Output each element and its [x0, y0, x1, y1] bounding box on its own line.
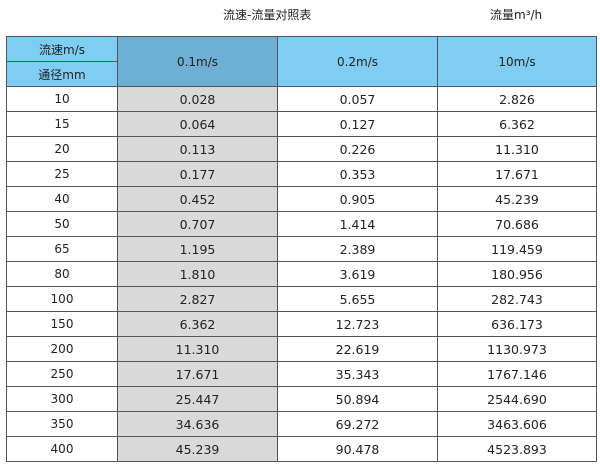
- flow-cell[interactable]: 0.905: [277, 186, 438, 212]
- flow-cell[interactable]: 6.362: [437, 111, 597, 137]
- table-row: 350 34.636 69.272 3463.606: [6, 411, 597, 437]
- flow-cell[interactable]: 0.028: [117, 86, 278, 112]
- flow-cell[interactable]: 17.671: [117, 361, 278, 387]
- diameter-cell[interactable]: 65: [6, 236, 118, 262]
- table-row: 250 17.671 35.343 1767.146: [6, 361, 597, 387]
- flow-cell[interactable]: 6.362: [117, 311, 278, 337]
- diameter-cell[interactable]: 150: [6, 311, 118, 337]
- diameter-cell[interactable]: 20: [6, 136, 118, 162]
- table-row: 400 45.239 90.478 4523.893: [6, 436, 597, 462]
- header-diameter-label: 通径mm: [6, 61, 118, 87]
- flow-cell[interactable]: 22.619: [277, 336, 438, 362]
- flow-cell[interactable]: 0.452: [117, 186, 278, 212]
- table-row: 50 0.707 1.414 70.686: [6, 211, 597, 237]
- table-title: 流速-流量对照表: [223, 8, 312, 22]
- diameter-cell[interactable]: 200: [6, 336, 118, 362]
- flow-cell[interactable]: 0.707: [117, 211, 278, 237]
- diameter-cell[interactable]: 10: [6, 86, 118, 112]
- flow-cell[interactable]: 2544.690: [437, 386, 597, 412]
- flow-cell[interactable]: 0.226: [277, 136, 438, 162]
- flow-cell[interactable]: 3.619: [277, 261, 438, 287]
- flow-cell[interactable]: 636.173: [437, 311, 597, 337]
- flow-cell[interactable]: 119.459: [437, 236, 597, 262]
- table-row: 200 11.310 22.619 1130.973: [6, 336, 597, 362]
- column-header[interactable]: 0.1m/s: [117, 36, 278, 87]
- diameter-cell[interactable]: 40: [6, 186, 118, 212]
- flow-cell[interactable]: 0.064: [117, 111, 278, 137]
- table-row: 25 0.177 0.353 17.671: [6, 161, 597, 187]
- diameter-cell[interactable]: 250: [6, 361, 118, 387]
- column-header[interactable]: 0.2m/s: [277, 36, 438, 87]
- table-row: 300 25.447 50.894 2544.690: [6, 386, 597, 412]
- diameter-cell[interactable]: 350: [6, 411, 118, 437]
- flow-cell[interactable]: 2.826: [437, 86, 597, 112]
- flow-cell[interactable]: 0.113: [117, 136, 278, 162]
- flow-cell[interactable]: 0.177: [117, 161, 278, 187]
- flow-cell[interactable]: 1.195: [117, 236, 278, 262]
- flow-cell[interactable]: 3463.606: [437, 411, 597, 437]
- flow-cell[interactable]: 0.127: [277, 111, 438, 137]
- diameter-cell[interactable]: 300: [6, 386, 118, 412]
- flow-cell[interactable]: 45.239: [117, 436, 278, 462]
- flow-cell[interactable]: 1767.146: [437, 361, 597, 387]
- table-row: 15 0.064 0.127 6.362: [6, 111, 597, 137]
- flow-cell[interactable]: 11.310: [117, 336, 278, 362]
- flow-cell[interactable]: 0.057: [277, 86, 438, 112]
- column-header[interactable]: 10m/s: [437, 36, 597, 87]
- flow-cell[interactable]: 11.310: [437, 136, 597, 162]
- table-row: 65 1.195 2.389 119.459: [6, 236, 597, 262]
- table-row: 80 1.810 3.619 180.956: [6, 261, 597, 287]
- flow-cell[interactable]: 1.414: [277, 211, 438, 237]
- diameter-cell[interactable]: 400: [6, 436, 118, 462]
- diameter-cell[interactable]: 80: [6, 261, 118, 287]
- flow-cell[interactable]: 25.447: [117, 386, 278, 412]
- flow-cell[interactable]: 69.272: [277, 411, 438, 437]
- flow-cell[interactable]: 35.343: [277, 361, 438, 387]
- flow-cell[interactable]: 12.723: [277, 311, 438, 337]
- flow-cell[interactable]: 17.671: [437, 161, 597, 187]
- diameter-cell[interactable]: 100: [6, 286, 118, 312]
- unit-label: 流量m³/h: [490, 8, 543, 22]
- flow-cell[interactable]: 1.810: [117, 261, 278, 287]
- diameter-cell[interactable]: 25: [6, 161, 118, 187]
- diameter-cell[interactable]: 50: [6, 211, 118, 237]
- flow-cell[interactable]: 90.478: [277, 436, 438, 462]
- flow-cell[interactable]: 4523.893: [437, 436, 597, 462]
- table-row: 100 2.827 5.655 282.743: [6, 286, 597, 312]
- table-row: 20 0.113 0.226 11.310: [6, 136, 597, 162]
- table-row: 40 0.452 0.905 45.239: [6, 186, 597, 212]
- table-row: 10 0.028 0.057 2.826: [6, 86, 597, 112]
- flow-cell[interactable]: 45.239: [437, 186, 597, 212]
- flow-cell[interactable]: 2.389: [277, 236, 438, 262]
- flow-cell[interactable]: 34.636: [117, 411, 278, 437]
- flow-table: 流速m/s 0.1m/s 0.2m/s 10m/s 通径mm 10 0.028 0.…: [6, 36, 597, 462]
- diameter-cell[interactable]: 15: [6, 111, 118, 137]
- flow-cell[interactable]: 50.894: [277, 386, 438, 412]
- flow-cell[interactable]: 70.686: [437, 211, 597, 237]
- flow-cell[interactable]: 282.743: [437, 286, 597, 312]
- table-row: 150 6.362 12.723 636.173: [6, 311, 597, 337]
- flow-cell[interactable]: 180.956: [437, 261, 597, 287]
- flow-cell[interactable]: 2.827: [117, 286, 278, 312]
- flow-cell[interactable]: 0.353: [277, 161, 438, 187]
- flow-cell[interactable]: 5.655: [277, 286, 438, 312]
- header-velocity-label: 流速m/s: [6, 36, 118, 62]
- flow-cell[interactable]: 1130.973: [437, 336, 597, 362]
